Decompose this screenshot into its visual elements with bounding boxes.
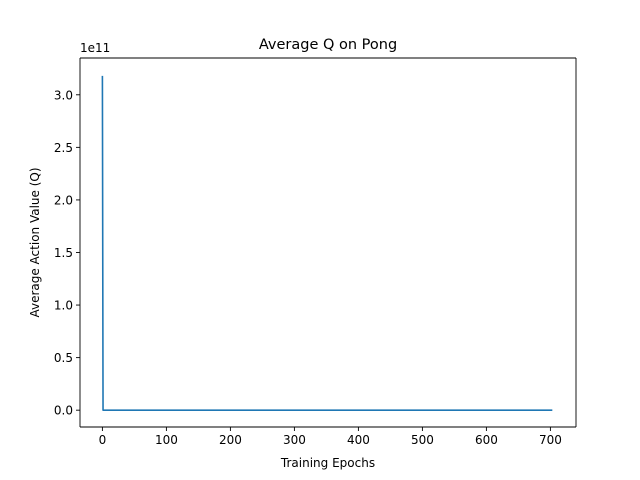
y-tick-label: 2.0 <box>54 193 73 207</box>
axes-background <box>80 58 576 427</box>
x-tick-label: 200 <box>219 433 242 447</box>
y-tick-label: 0.0 <box>54 404 73 418</box>
y-axis: 0.0 0.5 1.0 1.5 2.0 2.5 3.0 <box>54 88 80 418</box>
x-tick-label: 700 <box>539 433 562 447</box>
x-axis: 0 100 200 300 400 500 600 700 <box>99 427 562 447</box>
x-tick-label: 400 <box>347 433 370 447</box>
x-axis-label: Training Epochs <box>280 456 375 470</box>
y-tick-label: 1.5 <box>54 246 73 260</box>
y-tick-label: 0.5 <box>54 351 73 365</box>
plot-area <box>79 57 577 428</box>
y-tick-label: 3.0 <box>54 88 73 102</box>
y-tick-label: 1.0 <box>54 299 73 313</box>
x-tick-label: 600 <box>475 433 498 447</box>
y-axis-label: Average Action Value (Q) <box>28 167 42 317</box>
x-tick-label: 0 <box>99 433 107 447</box>
y-tick-label: 2.5 <box>54 141 73 155</box>
y-axis-offset-label: 1e11 <box>80 41 110 55</box>
x-tick-label: 100 <box>155 433 178 447</box>
chart-title: Average Q on Pong <box>259 37 397 53</box>
x-tick-label: 300 <box>283 433 306 447</box>
x-tick-label: 500 <box>411 433 434 447</box>
series-line-0 <box>101 75 553 411</box>
